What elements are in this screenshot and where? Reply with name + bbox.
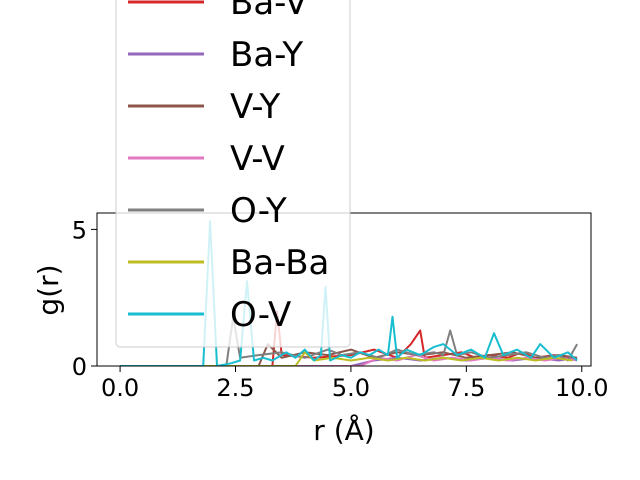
legend-label: Ba-Ba: [230, 243, 329, 283]
x-axis-label: r (Å): [313, 413, 374, 447]
y-tick-label: 0: [72, 353, 87, 381]
x-tick-label: 5.0: [332, 374, 370, 402]
x-tick-label: 7.5: [447, 374, 485, 402]
y-axis-label: g(r): [32, 264, 65, 315]
series-line-o-y: [120, 315, 578, 366]
x-tick-label: 2.5: [216, 374, 254, 402]
legend-label: O-V: [230, 295, 291, 335]
y-tick-label: 5: [72, 216, 87, 244]
legend-label: O-Y: [230, 191, 287, 231]
x-tick-label: 10.0: [555, 374, 608, 402]
x-tick-label: 0.0: [101, 374, 139, 402]
legend: Ba-V Ba-Y V-Y V-V O-Y Ba-Ba O-V: [115, 0, 351, 348]
y-axis: 05: [72, 216, 97, 381]
legend-frame: [115, 0, 351, 348]
series-layer: [120, 220, 578, 366]
legend-label: V-Y: [230, 87, 281, 127]
legend-label: Ba-V: [230, 0, 308, 23]
legend-label: V-V: [230, 139, 285, 179]
legend-label: Ba-Y: [230, 35, 303, 75]
x-axis: 0.0 2.5 5.0 7.5 10.0: [101, 366, 608, 402]
